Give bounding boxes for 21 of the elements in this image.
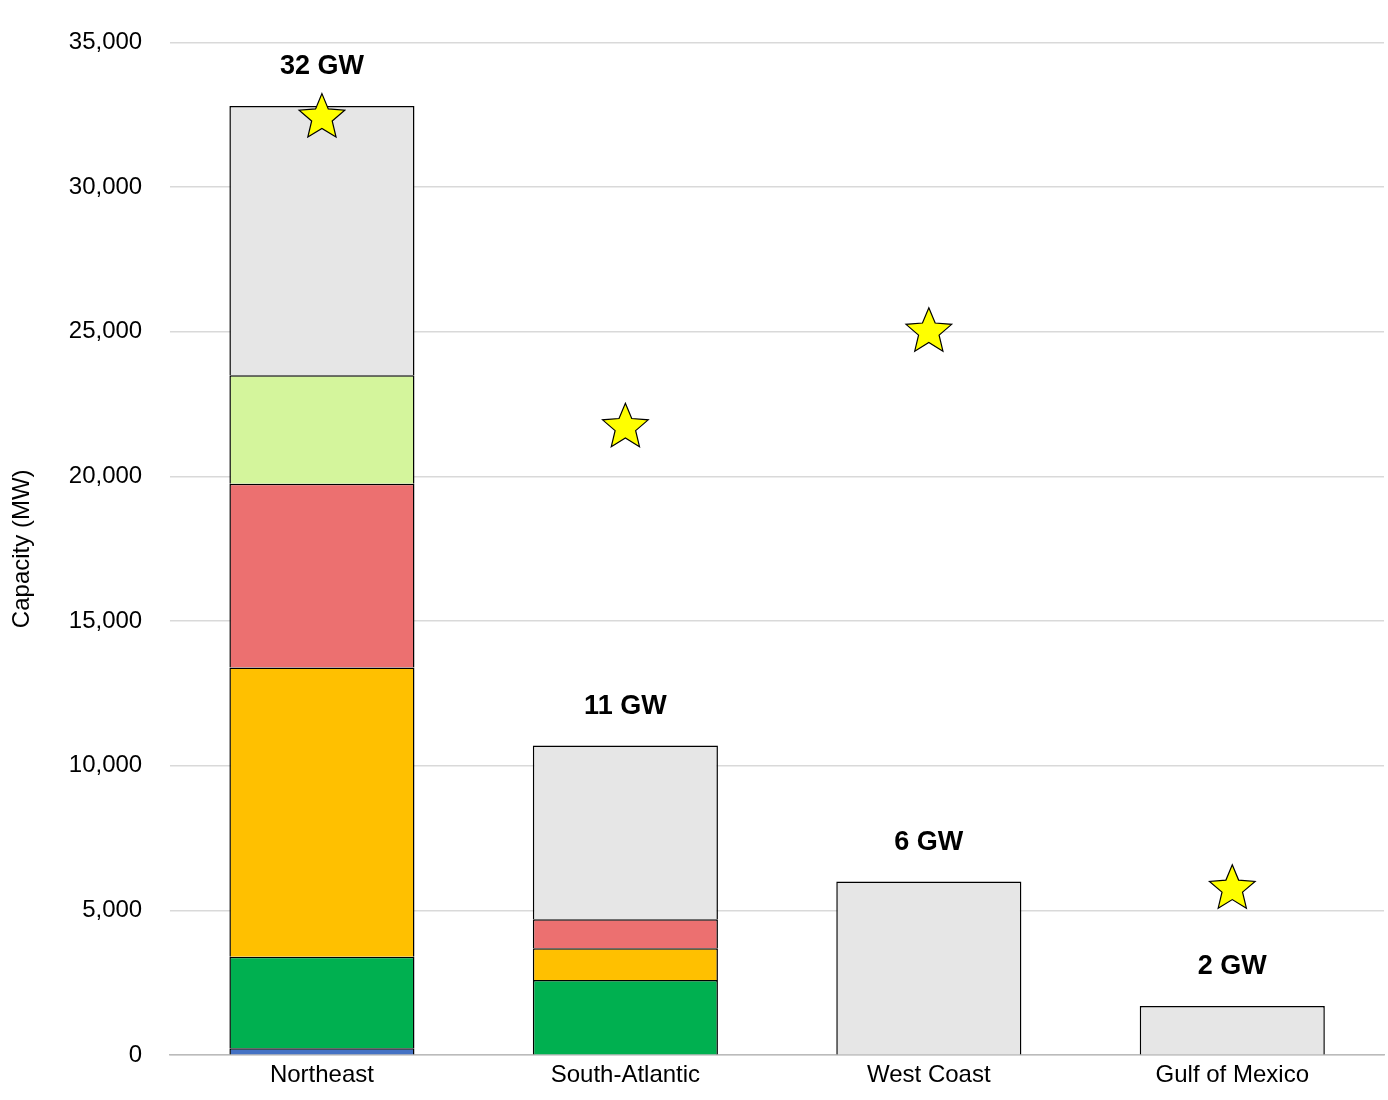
y-tick-label: 0 bbox=[128, 1039, 143, 1067]
annotation: 6 GW bbox=[894, 825, 964, 856]
point bbox=[298, 93, 346, 138]
y-tick-label: 20,000 bbox=[68, 461, 143, 489]
annotation: 2 GW bbox=[1197, 949, 1268, 980]
x-tick-label: Gulf of Mexico bbox=[1155, 1060, 1309, 1088]
point bbox=[601, 402, 649, 448]
y-tick-label: 10,000 bbox=[68, 750, 143, 778]
annotation: 11 GW bbox=[584, 689, 668, 720]
y-tick-label: 5,000 bbox=[82, 895, 143, 923]
point bbox=[1208, 864, 1256, 909]
y-tick-label: 25,000 bbox=[68, 316, 143, 344]
x-tick-label: Northeast bbox=[269, 1060, 375, 1088]
x-tick-label: South-Atlantic bbox=[550, 1060, 701, 1088]
y-tick-label: 15,000 bbox=[68, 605, 143, 633]
x-tick-label: West Coast bbox=[867, 1060, 991, 1088]
annotation: 32 GW bbox=[279, 50, 365, 81]
point bbox=[905, 307, 953, 352]
y-axis-title: Capacity (MW) bbox=[7, 469, 35, 629]
y-tick-label: 30,000 bbox=[68, 171, 143, 199]
y-tick-label: 35,000 bbox=[68, 27, 143, 55]
